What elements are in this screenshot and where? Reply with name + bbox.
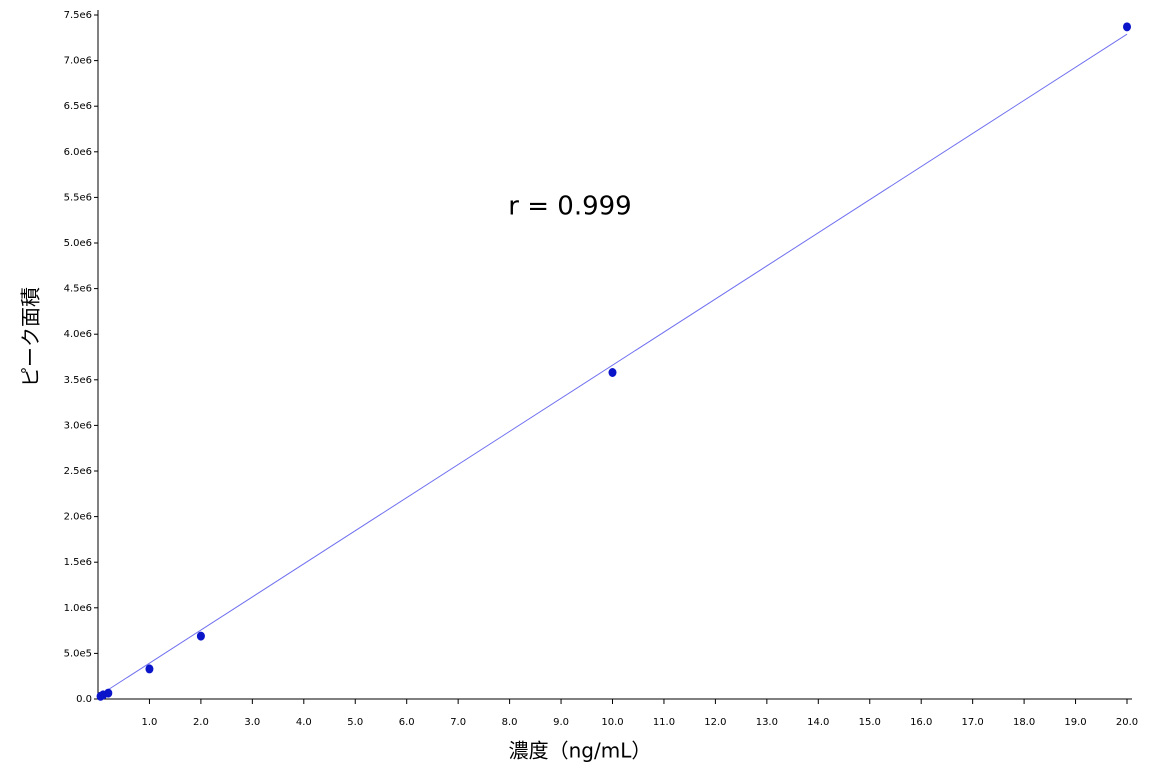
x-axis-label: 濃度（ng/mL） xyxy=(509,739,652,763)
x-tick-label: 8.0 xyxy=(502,717,518,728)
y-tick-label: 7.5e6 xyxy=(64,10,92,21)
x-tick-label: 9.0 xyxy=(553,717,569,728)
x-tick-label: 7.0 xyxy=(450,717,466,728)
x-tick-label: 5.0 xyxy=(347,717,363,728)
data-point xyxy=(104,688,113,698)
x-tick-label: 1.0 xyxy=(141,717,157,728)
fit-line xyxy=(97,33,1128,697)
y-tick-label: 4.5e6 xyxy=(64,284,92,295)
x-tick-label: 6.0 xyxy=(399,717,415,728)
y-axis-label: ピーク面積 xyxy=(19,287,43,387)
x-tick-label: 18.0 xyxy=(1013,717,1035,728)
y-tick-label: 0.0 xyxy=(76,694,92,705)
y-tick-label: 3.0e6 xyxy=(64,420,92,431)
y-tick-label: 1.0e6 xyxy=(64,603,92,614)
y-tick-label: 6.0e6 xyxy=(64,147,92,158)
y-tick-label: 2.5e6 xyxy=(64,466,92,477)
y-tick-label: 1.5e6 xyxy=(64,557,92,568)
x-tick-label: 13.0 xyxy=(756,717,778,728)
y-tick-label: 7.0e6 xyxy=(64,56,92,67)
x-tick-label: 17.0 xyxy=(962,717,984,728)
y-tick-label: 5.0e5 xyxy=(64,648,92,659)
annotation: r = 0.999 xyxy=(508,192,631,222)
y-tick-label: 4.0e6 xyxy=(64,329,92,340)
x-tick-label: 11.0 xyxy=(653,717,675,728)
x-tick-label: 10.0 xyxy=(601,717,623,728)
data-point xyxy=(145,664,154,674)
x-tick-label: 2.0 xyxy=(193,717,209,728)
y-tick-label: 5.0e6 xyxy=(64,238,92,249)
x-tick-label: 19.0 xyxy=(1064,717,1086,728)
y-tick-label: 6.5e6 xyxy=(64,101,92,112)
y-tick-label: 2.0e6 xyxy=(64,512,92,523)
x-tick-label: 14.0 xyxy=(807,717,829,728)
x-tick-label: 16.0 xyxy=(910,717,932,728)
data-point xyxy=(608,368,617,378)
x-tick-label: 15.0 xyxy=(859,717,881,728)
x-tick-label: 4.0 xyxy=(296,717,312,728)
x-tick-label: 3.0 xyxy=(244,717,260,728)
y-tick-label: 3.5e6 xyxy=(64,375,92,386)
x-tick-label: 20.0 xyxy=(1116,717,1138,728)
x-tick-label: 12.0 xyxy=(704,717,726,728)
y-tick-label: 5.5e6 xyxy=(64,192,92,203)
data-point xyxy=(1123,22,1131,32)
data-point xyxy=(196,631,205,641)
